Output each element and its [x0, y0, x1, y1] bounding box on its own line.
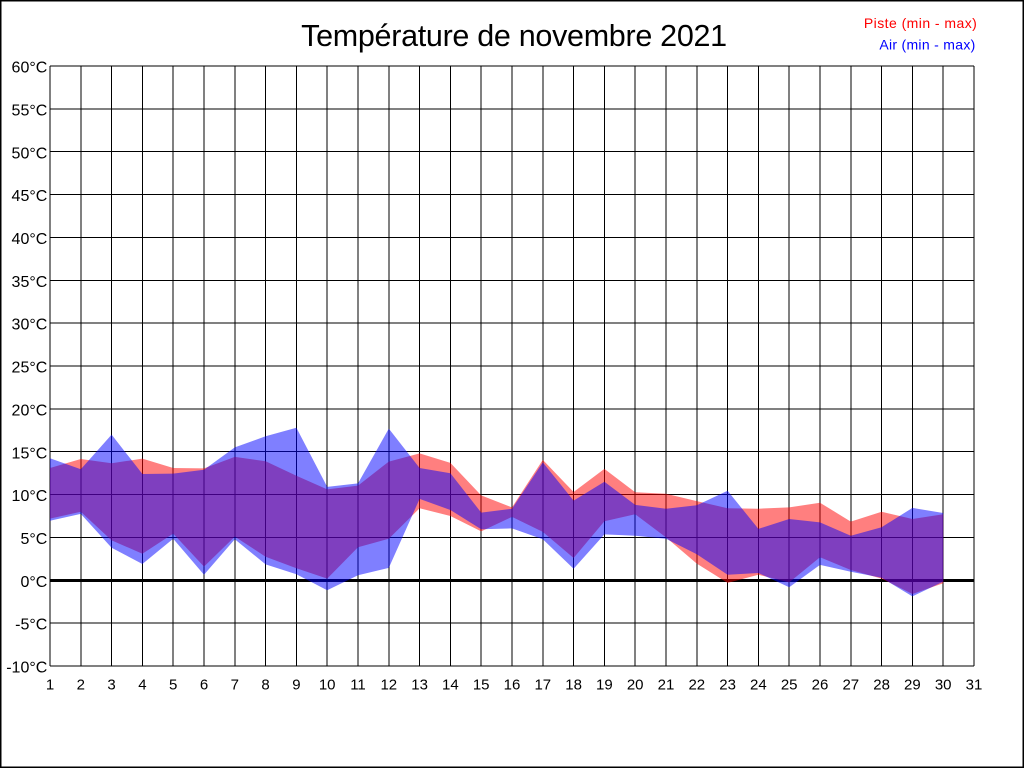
- svg-text:20: 20: [627, 676, 644, 693]
- svg-text:25: 25: [781, 676, 798, 693]
- svg-text:6: 6: [200, 676, 208, 693]
- svg-text:21: 21: [658, 676, 675, 693]
- svg-text:28: 28: [873, 676, 890, 693]
- svg-text:20°C: 20°C: [12, 403, 48, 420]
- svg-text:35°C: 35°C: [12, 274, 48, 291]
- svg-text:15°C: 15°C: [12, 445, 48, 462]
- svg-text:17: 17: [534, 676, 551, 693]
- svg-text:Piste (min - max): Piste (min - max): [864, 15, 977, 31]
- svg-text:30: 30: [935, 676, 952, 693]
- svg-text:19: 19: [596, 676, 613, 693]
- svg-text:60°C: 60°C: [12, 60, 48, 77]
- svg-text:13: 13: [411, 676, 428, 693]
- svg-text:23: 23: [719, 676, 736, 693]
- svg-text:9: 9: [292, 676, 300, 693]
- svg-text:-5°C: -5°C: [15, 617, 47, 634]
- svg-text:50°C: 50°C: [12, 145, 48, 162]
- svg-text:7: 7: [231, 676, 239, 693]
- svg-text:5: 5: [169, 676, 177, 693]
- svg-text:5°C: 5°C: [20, 531, 47, 548]
- svg-text:40°C: 40°C: [12, 231, 48, 248]
- svg-text:14: 14: [442, 676, 459, 693]
- svg-text:29: 29: [904, 676, 921, 693]
- svg-text:3: 3: [107, 676, 115, 693]
- svg-text:26: 26: [812, 676, 829, 693]
- svg-text:27: 27: [842, 676, 859, 693]
- svg-text:15: 15: [473, 676, 490, 693]
- svg-text:12: 12: [380, 676, 397, 693]
- svg-text:Température de novembre 2021: Température de novembre 2021: [301, 19, 727, 53]
- svg-text:11: 11: [350, 676, 366, 693]
- svg-text:55°C: 55°C: [12, 103, 48, 120]
- svg-text:0°C: 0°C: [20, 574, 47, 591]
- svg-text:24: 24: [750, 676, 767, 693]
- svg-text:18: 18: [565, 676, 582, 693]
- svg-text:10: 10: [319, 676, 336, 693]
- svg-text:31: 31: [966, 676, 983, 693]
- svg-text:25°C: 25°C: [12, 360, 48, 377]
- svg-text:4: 4: [138, 676, 146, 693]
- svg-text:10°C: 10°C: [12, 488, 48, 505]
- svg-text:22: 22: [688, 676, 705, 693]
- svg-text:8: 8: [261, 676, 269, 693]
- svg-text:45°C: 45°C: [12, 188, 48, 205]
- svg-text:2: 2: [77, 676, 85, 693]
- svg-text:30°C: 30°C: [12, 317, 48, 334]
- svg-text:Air (min - max): Air (min - max): [879, 36, 975, 52]
- svg-text:16: 16: [504, 676, 521, 693]
- svg-text:-10°C: -10°C: [6, 660, 47, 677]
- svg-text:1: 1: [46, 676, 54, 693]
